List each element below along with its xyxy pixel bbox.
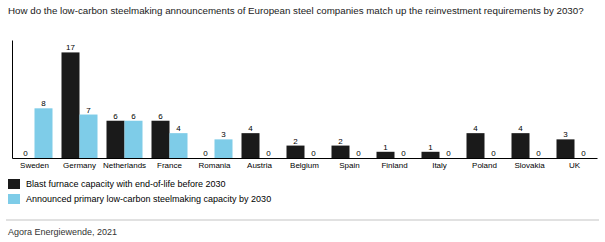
x-tick-label: Italy bbox=[432, 161, 447, 170]
x-tick-label: Belgium bbox=[290, 161, 319, 170]
data-label: 4 bbox=[473, 124, 478, 133]
x-tick: Romania bbox=[198, 161, 231, 170]
y-axis-line bbox=[12, 41, 13, 159]
x-tick: Finland bbox=[381, 161, 407, 170]
bar bbox=[467, 133, 485, 158]
x-tick: Austria bbox=[247, 161, 272, 170]
bar bbox=[107, 121, 125, 158]
data-label: 4 bbox=[176, 124, 181, 133]
x-tick: Spain bbox=[339, 161, 359, 170]
title: How do the low-carbon steelmaking announ… bbox=[8, 5, 584, 16]
bar bbox=[287, 146, 305, 158]
legend-swatch bbox=[8, 179, 20, 189]
legend-label: Announced primary low-carbon steelmaking… bbox=[26, 194, 271, 204]
x-tick: Netherlands bbox=[103, 161, 146, 170]
bar bbox=[170, 133, 188, 158]
x-tick-label: Austria bbox=[247, 161, 272, 170]
x-tick: Italy bbox=[432, 161, 447, 170]
bar bbox=[215, 139, 233, 158]
bar bbox=[242, 133, 260, 158]
x-tick-label: UK bbox=[569, 161, 581, 170]
x-tick-label: Sweden bbox=[20, 161, 49, 170]
data-label: 0 bbox=[203, 149, 208, 158]
data-label: 0 bbox=[23, 149, 28, 158]
data-label: 3 bbox=[563, 130, 568, 139]
data-label: 0 bbox=[356, 149, 361, 158]
separator bbox=[6, 220, 599, 221]
bar bbox=[422, 152, 440, 158]
bar bbox=[125, 121, 143, 158]
data-label: 1 bbox=[428, 143, 433, 152]
data-label: 4 bbox=[518, 124, 523, 133]
data-label: 1 bbox=[383, 143, 388, 152]
x-tick: Germany bbox=[63, 161, 96, 170]
x-tick: France bbox=[157, 161, 182, 170]
y-axis bbox=[12, 41, 13, 159]
data-label: 3 bbox=[221, 130, 226, 139]
x-tick-label: Slovakia bbox=[514, 161, 545, 170]
data-label: 0 bbox=[311, 149, 316, 158]
x-tick: Sweden bbox=[20, 161, 49, 170]
bars bbox=[35, 52, 575, 158]
legend: Blast furnace capacity with end-of-life … bbox=[8, 179, 271, 204]
legend-item: Blast furnace capacity with end-of-life … bbox=[8, 179, 226, 189]
data-label: 2 bbox=[338, 137, 343, 146]
bar bbox=[62, 52, 80, 158]
x-tick-label: Germany bbox=[63, 161, 96, 170]
data-label: 0 bbox=[581, 149, 586, 158]
data-label: 6 bbox=[113, 112, 118, 121]
data-label: 4 bbox=[248, 124, 253, 133]
x-tick: Slovakia bbox=[514, 161, 545, 170]
data-label: 7 bbox=[86, 106, 91, 115]
legend-label: Blast furnace capacity with end-of-life … bbox=[26, 179, 226, 189]
data-label: 0 bbox=[266, 149, 271, 158]
bar bbox=[35, 108, 53, 158]
data-label: 6 bbox=[158, 112, 163, 121]
x-tick-label: Romania bbox=[198, 161, 231, 170]
x-axis: Sweden Germany Netherlands France Romania Aus… bbox=[13, 159, 598, 171]
x-tick-label: Netherlands bbox=[103, 161, 146, 170]
x-tick: Belgium bbox=[290, 161, 319, 170]
x-tick-label: France bbox=[157, 161, 182, 170]
bar bbox=[557, 139, 575, 158]
bar bbox=[377, 152, 395, 158]
data-labels: 0 17 6 6 0 4 2 2 1 1 4 4 3 8 7 6 4 3 0 0 0 0 0 0 0 0 bbox=[23, 43, 586, 158]
data-label: 0 bbox=[536, 149, 541, 158]
data-label: 0 bbox=[446, 149, 451, 158]
data-label: 2 bbox=[293, 137, 298, 146]
bar bbox=[80, 115, 98, 158]
bar bbox=[512, 133, 530, 158]
x-axis-line bbox=[13, 158, 598, 159]
x-tick-label: Poland bbox=[472, 161, 497, 170]
data-label: 17 bbox=[66, 43, 75, 52]
x-tick-label: Spain bbox=[339, 161, 359, 170]
bar bbox=[332, 146, 350, 158]
data-label: 6 bbox=[131, 112, 136, 121]
data-label: 8 bbox=[41, 99, 46, 108]
legend-swatch bbox=[8, 194, 20, 204]
x-tick: UK bbox=[569, 161, 581, 170]
legend-item: Announced primary low-carbon steelmaking… bbox=[8, 194, 271, 204]
x-tick: Poland bbox=[472, 161, 497, 170]
source: Agora Energiewende, 2021 bbox=[8, 227, 117, 237]
data-label: 0 bbox=[491, 149, 496, 158]
x-tick-label: Finland bbox=[381, 161, 407, 170]
data-label: 0 bbox=[401, 149, 406, 158]
bar bbox=[152, 121, 170, 158]
